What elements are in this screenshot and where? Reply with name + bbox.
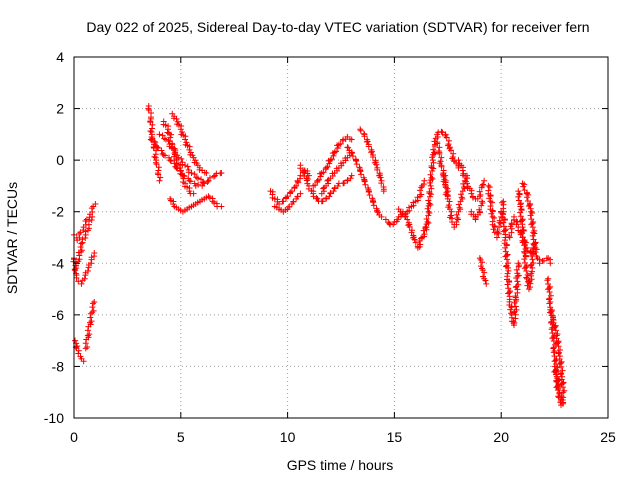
data-series-segment bbox=[160, 118, 197, 197]
data-point-markers bbox=[72, 337, 87, 365]
data-point-markers bbox=[310, 133, 355, 189]
data-series-segment bbox=[551, 363, 567, 409]
data-point-markers bbox=[344, 144, 385, 220]
y-axis-label: SDTVAR / TECUs bbox=[4, 182, 20, 294]
x-tick-label: 10 bbox=[280, 429, 296, 445]
data-point-markers bbox=[551, 363, 567, 409]
data-point-markers bbox=[422, 128, 462, 233]
data-point-markers bbox=[160, 118, 197, 197]
data-series-segment bbox=[70, 249, 98, 287]
y-tick-label: -10 bbox=[44, 410, 64, 426]
data-series-segment bbox=[318, 149, 355, 197]
plot-frame bbox=[73, 56, 609, 419]
data-point-markers bbox=[519, 180, 554, 267]
grid-lines bbox=[74, 57, 608, 418]
x-axis-label: GPS time / hours bbox=[287, 457, 394, 473]
data-series-segment bbox=[468, 198, 486, 223]
data-series-segment bbox=[344, 144, 385, 220]
data-point-markers bbox=[167, 193, 225, 215]
data-point-markers bbox=[468, 198, 486, 223]
data-point-markers bbox=[395, 177, 428, 218]
data-point-markers bbox=[499, 208, 523, 329]
x-tick-label: 25 bbox=[600, 429, 616, 445]
data-point-markers bbox=[318, 149, 355, 197]
y-tick-label: 2 bbox=[56, 101, 64, 117]
x-tick-label: 5 bbox=[177, 429, 185, 445]
y-tick-label: -6 bbox=[52, 307, 65, 323]
data-point-markers bbox=[71, 200, 99, 244]
y-tick-label: -4 bbox=[52, 255, 65, 271]
y-tick-label: -8 bbox=[52, 358, 65, 374]
data-point-markers bbox=[455, 157, 488, 202]
data-series-segment bbox=[476, 255, 490, 287]
data-points bbox=[70, 102, 568, 409]
x-tick-label: 20 bbox=[493, 429, 509, 445]
data-point-markers bbox=[271, 190, 304, 215]
data-point-markers bbox=[476, 255, 490, 287]
y-tick-label: 4 bbox=[56, 49, 64, 65]
x-tick-label: 15 bbox=[387, 429, 403, 445]
data-series-segment bbox=[156, 131, 208, 187]
data-series-segment bbox=[440, 170, 471, 231]
data-point-markers bbox=[72, 213, 96, 269]
data-series-segment bbox=[72, 213, 96, 269]
data-series-segment bbox=[167, 193, 225, 215]
y-tick-label: -2 bbox=[52, 204, 65, 220]
x-tick-label: 0 bbox=[70, 429, 78, 445]
data-point-markers bbox=[547, 306, 568, 396]
data-point-markers bbox=[169, 110, 210, 177]
data-series-segment bbox=[499, 208, 523, 329]
data-point-markers bbox=[357, 126, 387, 195]
data-point-markers bbox=[440, 170, 471, 231]
data-series-segment bbox=[82, 298, 98, 352]
data-series-segment bbox=[547, 306, 568, 396]
x-axis-ticks: 0 5 10 15 20 25 bbox=[70, 57, 616, 445]
data-point-markers bbox=[82, 298, 98, 352]
data-series-segment bbox=[271, 190, 304, 215]
data-point-markers bbox=[515, 188, 538, 293]
data-series-segment bbox=[145, 102, 164, 184]
y-tick-label: 0 bbox=[56, 152, 64, 168]
data-series-segment bbox=[519, 180, 554, 267]
y-axis-ticks: -10 -8 -6 -4 -2 0 2 4 bbox=[44, 49, 608, 426]
data-series-segment bbox=[515, 188, 538, 293]
data-point-markers bbox=[70, 249, 98, 287]
data-point-markers bbox=[156, 131, 208, 187]
data-series-segment bbox=[310, 133, 355, 189]
data-point-markers bbox=[297, 162, 355, 205]
data-series-segment bbox=[169, 110, 210, 177]
chart-title: Day 022 of 2025, Sidereal Day-to-day VTE… bbox=[86, 19, 589, 35]
data-series-segment bbox=[455, 157, 488, 202]
data-series-segment bbox=[297, 162, 355, 205]
data-series-segment bbox=[395, 177, 428, 218]
data-series-segment bbox=[422, 128, 462, 233]
data-series-segment bbox=[357, 126, 387, 195]
data-series-segment bbox=[72, 337, 87, 365]
data-series-segment bbox=[71, 200, 99, 244]
data-point-markers bbox=[145, 102, 164, 184]
